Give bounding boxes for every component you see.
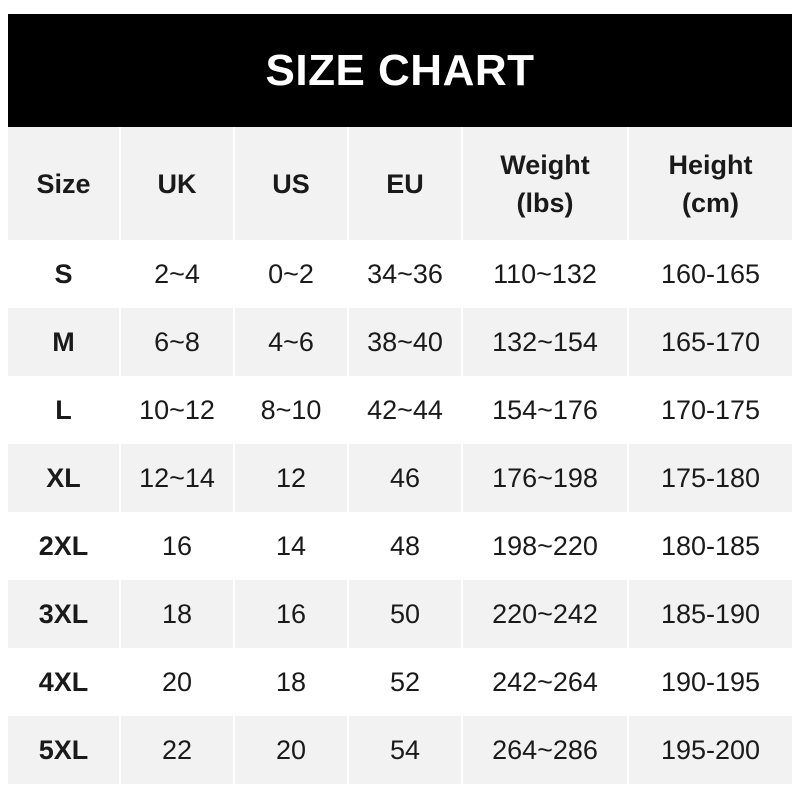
cell-uk: 6~8 xyxy=(119,308,234,376)
cell-eu: 42~44 xyxy=(347,376,462,444)
column-header-text: (lbs) xyxy=(516,187,574,218)
column-header-text: Size xyxy=(36,168,91,199)
cell-uk: 2~4 xyxy=(119,240,234,308)
cell-size: 5XL xyxy=(38,734,89,765)
cell-height: 175-180 xyxy=(627,444,792,512)
cell-height: 195-200 xyxy=(627,716,792,784)
table-row: L 10~12 8~10 42~44 154~176 170-175 xyxy=(8,376,792,444)
cell-height: 160-165 xyxy=(627,240,792,308)
cell-us: 0~2 xyxy=(233,240,348,308)
cell-us: 12 xyxy=(233,444,348,512)
cell-us: 18 xyxy=(233,648,348,716)
column-header-eu: EU xyxy=(347,127,462,240)
cell-size: 3XL xyxy=(38,598,89,629)
cell-weight: 220~242 xyxy=(461,580,628,648)
cell-uk: 12~14 xyxy=(119,444,234,512)
cell-us: 4~6 xyxy=(233,308,348,376)
cell-uk: 20 xyxy=(119,648,234,716)
cell-weight: 110~132 xyxy=(461,240,628,308)
header-row: Size UK US EU Weight (lbs) Height (cm) xyxy=(8,127,792,240)
cell-size: S xyxy=(54,258,73,289)
column-header-size: Size xyxy=(8,127,120,240)
cell-weight: 154~176 xyxy=(461,376,628,444)
cell-size: 4XL xyxy=(38,666,89,697)
table-row: 5XL 22 20 54 264~286 195-200 xyxy=(8,716,792,784)
cell-size: M xyxy=(52,326,75,357)
column-header-text: UK xyxy=(157,168,197,199)
size-chart-title: SIZE CHART xyxy=(8,14,792,127)
cell-size: 2XL xyxy=(38,530,89,561)
cell-weight: 198~220 xyxy=(461,512,628,580)
cell-us: 14 xyxy=(233,512,348,580)
cell-us: 16 xyxy=(233,580,348,648)
table-row: 2XL 16 14 48 198~220 180-185 xyxy=(8,512,792,580)
cell-us: 20 xyxy=(233,716,348,784)
column-header-uk: UK xyxy=(119,127,234,240)
cell-eu: 34~36 xyxy=(347,240,462,308)
cell-eu: 54 xyxy=(347,716,462,784)
cell-height: 190-195 xyxy=(627,648,792,716)
cell-height: 170-175 xyxy=(627,376,792,444)
cell-uk: 18 xyxy=(119,580,234,648)
table-row: XL 12~14 12 46 176~198 175-180 xyxy=(8,444,792,512)
column-header-text: Height xyxy=(668,149,753,180)
cell-us: 8~10 xyxy=(233,376,348,444)
column-header-text: EU xyxy=(386,168,424,199)
cell-weight: 264~286 xyxy=(461,716,628,784)
cell-height: 180-185 xyxy=(627,512,792,580)
cell-eu: 52 xyxy=(347,648,462,716)
column-header-us: US xyxy=(233,127,348,240)
cell-weight: 242~264 xyxy=(461,648,628,716)
cell-size: XL xyxy=(46,462,81,493)
column-header-text: (cm) xyxy=(681,187,739,218)
table-row: M 6~8 4~6 38~40 132~154 165-170 xyxy=(8,308,792,376)
size-table: Size UK US EU Weight (lbs) Height (cm) S 2~4 0~2 3… xyxy=(8,127,792,784)
cell-uk: 10~12 xyxy=(119,376,234,444)
column-header-text: Weight xyxy=(500,149,590,180)
cell-uk: 16 xyxy=(119,512,234,580)
cell-weight: 176~198 xyxy=(461,444,628,512)
cell-eu: 46 xyxy=(347,444,462,512)
cell-eu: 48 xyxy=(347,512,462,580)
table-row: 4XL 20 18 52 242~264 190-195 xyxy=(8,648,792,716)
cell-eu: 50 xyxy=(347,580,462,648)
column-header-weight: Weight (lbs) xyxy=(461,127,628,240)
table-row: S 2~4 0~2 34~36 110~132 160-165 xyxy=(8,240,792,308)
cell-height: 165-170 xyxy=(627,308,792,376)
cell-height: 185-190 xyxy=(627,580,792,648)
cell-eu: 38~40 xyxy=(347,308,462,376)
column-header-text: US xyxy=(272,168,310,199)
table-row: 3XL 18 16 50 220~242 185-190 xyxy=(8,580,792,648)
cell-uk: 22 xyxy=(119,716,234,784)
column-header-height: Height (cm) xyxy=(627,127,792,240)
cell-size: L xyxy=(55,394,72,425)
cell-weight: 132~154 xyxy=(461,308,628,376)
